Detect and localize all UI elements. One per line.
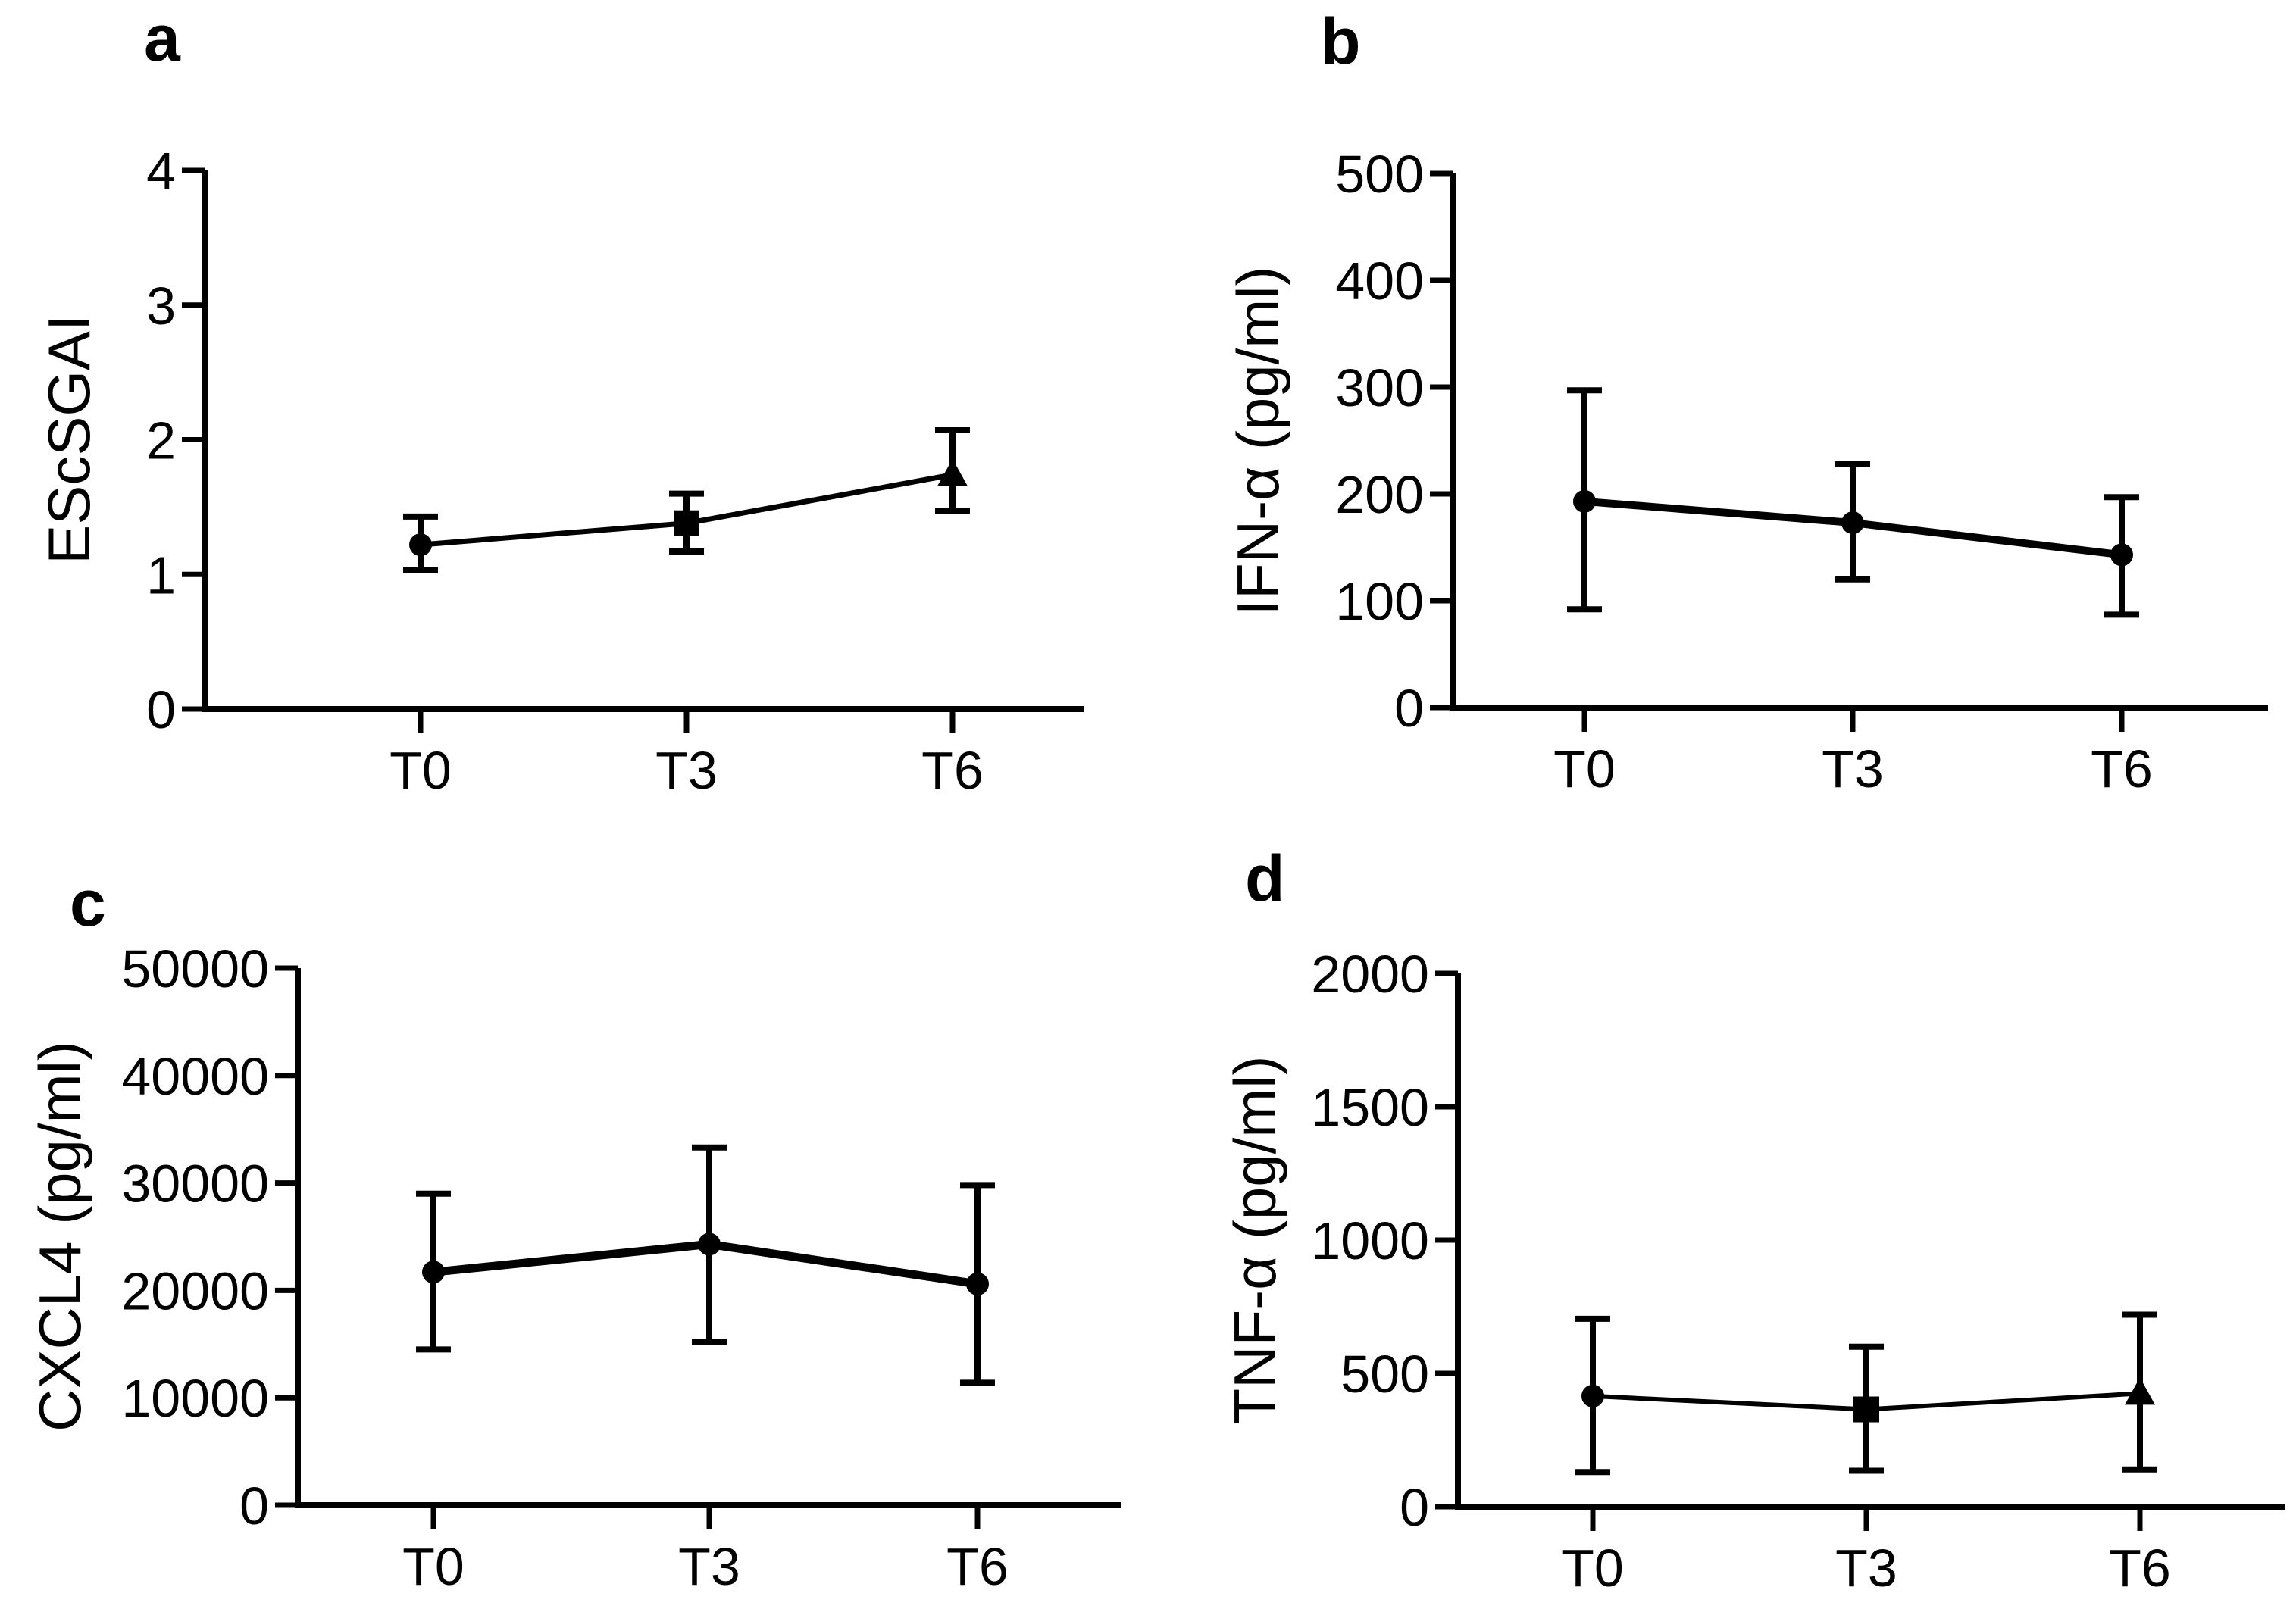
x-tick-label: T0 bbox=[402, 1537, 465, 1596]
square-marker bbox=[1853, 1396, 1879, 1423]
y-tick-label: 50000 bbox=[121, 939, 269, 998]
x-axis-ticks: T0 T3 T6 bbox=[1553, 708, 2153, 798]
x-tick-label: T3 bbox=[678, 1537, 740, 1596]
x-tick-label: T3 bbox=[1822, 739, 1884, 798]
y-tick-label: 10000 bbox=[121, 1369, 269, 1428]
y-tick-label: 4 bbox=[146, 142, 176, 201]
y-axis-title: TNF-α (pg/ml) bbox=[1222, 1055, 1288, 1424]
x-tick-label: T3 bbox=[1835, 1539, 1897, 1598]
circle-marker bbox=[698, 1233, 721, 1256]
y-tick-label: 0 bbox=[1394, 679, 1424, 738]
x-tick-label: T0 bbox=[1562, 1539, 1624, 1598]
panel-b: b 0 100 200 300 400 500 T0 T3 T6 IFN-α (pg/ml) bbox=[1148, 0, 2296, 804]
circle-marker bbox=[1573, 489, 1596, 513]
y-tick-label: 300 bbox=[1335, 358, 1424, 417]
circle-marker bbox=[409, 533, 432, 557]
circle-marker bbox=[1841, 511, 1864, 535]
x-tick-label: T6 bbox=[921, 741, 984, 800]
y-tick-label: 2000 bbox=[1311, 945, 1429, 1004]
series-markers bbox=[1573, 489, 2133, 567]
circle-marker bbox=[966, 1272, 989, 1295]
series-markers bbox=[409, 458, 968, 557]
y-axis-ticks: 0 10000 20000 30000 40000 50000 bbox=[121, 939, 298, 1536]
y-tick-label: 20000 bbox=[121, 1261, 269, 1320]
chart-canvas-b: 0 100 200 300 400 500 T0 T3 T6 IFN-α (pg/ml) bbox=[1225, 145, 2268, 798]
y-axis-title: IFN-α (pg/ml) bbox=[1225, 266, 1291, 615]
panel-letter-a: a bbox=[144, 2, 180, 75]
x-tick-label: T0 bbox=[389, 741, 452, 800]
y-tick-label: 0 bbox=[1400, 1478, 1429, 1537]
x-tick-label: T6 bbox=[946, 1537, 1009, 1596]
y-tick-label: 200 bbox=[1335, 465, 1424, 524]
y-tick-label: 30000 bbox=[121, 1154, 269, 1214]
error-bars bbox=[1575, 1311, 2157, 1476]
x-tick-label: T6 bbox=[2091, 739, 2153, 798]
y-axis-ticks: 0 500 1000 1500 2000 bbox=[1311, 945, 1458, 1537]
series-markers bbox=[1581, 1377, 2155, 1423]
y-tick-label: 100 bbox=[1335, 572, 1424, 631]
triangle-marker bbox=[937, 458, 968, 486]
y-tick-label: 40000 bbox=[121, 1047, 269, 1106]
chart-canvas-c: 0 10000 20000 30000 40000 50000 T0 T3 T6 CXCL4 (p… bbox=[27, 939, 1121, 1596]
x-tick-label: T3 bbox=[655, 741, 718, 800]
x-axis-ticks: T0 T3 T6 bbox=[402, 1505, 1009, 1596]
x-axis-ticks: T0 T3 T6 bbox=[1562, 1507, 2171, 1598]
square-marker bbox=[674, 510, 699, 536]
y-tick-label: 3 bbox=[146, 276, 176, 336]
y-tick-label: 400 bbox=[1335, 252, 1424, 311]
x-tick-label: T0 bbox=[1553, 739, 1616, 798]
y-axis-title: CXCL4 (pg/ml) bbox=[27, 1041, 93, 1432]
triangle-marker bbox=[2125, 1377, 2155, 1405]
panel-a: a 0 1 2 3 4 T0 T3 T6 EScSGAI bbox=[0, 0, 1148, 804]
panel-d: d 0 500 1000 1500 2000 T0 T3 T6 TNF-α (pg/ml) bbox=[1148, 804, 2296, 1609]
y-tick-label: 2 bbox=[146, 411, 176, 470]
panel-letter-b: b bbox=[1321, 5, 1361, 78]
error-bars bbox=[403, 427, 970, 573]
y-axis-ticks: 0 100 200 300 400 500 bbox=[1335, 145, 1453, 738]
circle-marker bbox=[2110, 543, 2133, 567]
panel-letter-c: c bbox=[70, 867, 106, 940]
axes bbox=[1455, 973, 2285, 1510]
y-tick-label: 1000 bbox=[1311, 1211, 1429, 1270]
x-axis-ticks: T0 T3 T6 bbox=[389, 709, 984, 800]
y-tick-label: 1 bbox=[146, 545, 176, 605]
chart-canvas-d: 0 500 1000 1500 2000 T0 T3 T6 TNF-α (pg/ml) bbox=[1222, 945, 2285, 1598]
circle-marker bbox=[1581, 1384, 1604, 1407]
y-tick-label: 500 bbox=[1340, 1345, 1429, 1404]
panel-c: c 0 10000 20000 30000 40000 50000 T0 T3 T6 CXCL4 … bbox=[0, 804, 1148, 1609]
y-tick-label: 1500 bbox=[1311, 1078, 1429, 1137]
panel-letter-d: d bbox=[1245, 842, 1285, 915]
y-tick-label: 500 bbox=[1335, 145, 1424, 204]
error-bars bbox=[1567, 387, 2139, 618]
y-tick-label: 0 bbox=[239, 1476, 269, 1536]
circle-marker bbox=[422, 1261, 445, 1284]
axes bbox=[1450, 173, 2268, 711]
y-tick-label: 0 bbox=[146, 680, 176, 739]
y-axis-title: EScSGAI bbox=[36, 314, 102, 564]
y-axis-ticks: 0 1 2 3 4 bbox=[146, 142, 205, 739]
chart-canvas-a: 0 1 2 3 4 T0 T3 T6 EScSGAI bbox=[36, 142, 1084, 800]
x-tick-label: T6 bbox=[2109, 1539, 2171, 1598]
series-markers bbox=[422, 1233, 989, 1295]
